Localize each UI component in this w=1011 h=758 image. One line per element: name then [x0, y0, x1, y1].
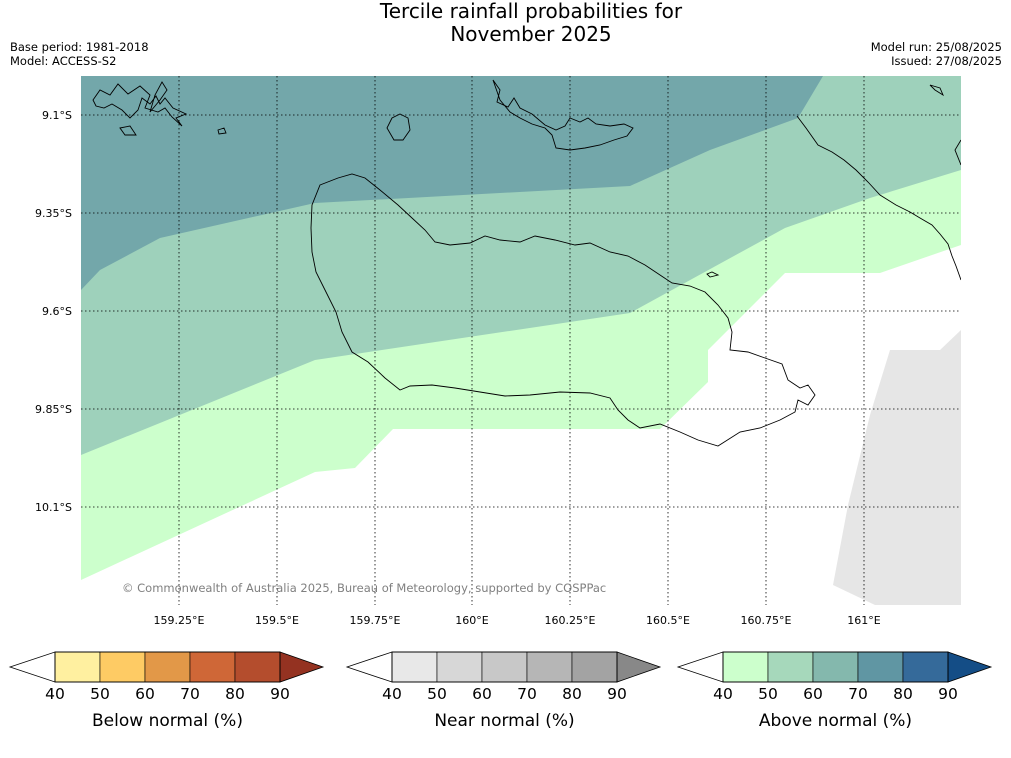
colorbar-under-triangle: [676, 651, 724, 683]
colorbar-tick-label: 90: [270, 685, 290, 703]
longitude-label: 159.75°E: [350, 614, 401, 627]
above-normal-60-zone: [81, 76, 823, 290]
colorbar-segment: [99, 651, 146, 683]
colorbar-over-triangle: [279, 651, 325, 683]
colorbar-segment: [189, 651, 236, 683]
title-line-2: November 2025: [450, 22, 612, 46]
colorbar-under-triangle: [345, 651, 393, 683]
latitude-label: 9.1°S: [42, 109, 72, 122]
gridlines: [81, 76, 961, 605]
colorbars: 40 50 60 70 80 90 Below normal (%) 40 50 60 70 80 90…: [8, 651, 993, 731]
coastline-island-small: [386, 113, 411, 141]
colorbar-near: 40 50 60 70 80 90 Near normal (%): [345, 651, 662, 731]
colorbar-above: 40 50 60 70 80 90 Above normal (%): [676, 651, 993, 731]
colorbar-tick-label: 50: [427, 685, 447, 703]
map-area: [81, 76, 961, 605]
colorbar-segment: [902, 651, 949, 683]
colorbar-tick-label: 50: [90, 685, 110, 703]
longitude-label: 161°E: [847, 614, 880, 627]
title-line-1: Tercile rainfall probabilities for: [379, 0, 683, 23]
colorbar-segment: [571, 651, 618, 683]
colorbar-label: Above normal (%): [759, 711, 912, 731]
colorbar-tick-label: 40: [382, 685, 402, 703]
model-name: Model: ACCESS-S2: [10, 54, 117, 68]
near-normal-40-zone: [833, 330, 961, 605]
colorbar-segment: [54, 651, 101, 683]
model-run: Model run: 25/08/2025: [870, 40, 1002, 54]
meta-left: Base period: 1981-2018 Model: ACCESS-S2: [10, 40, 149, 68]
colorbar-tick-label: 90: [938, 685, 958, 703]
base-period: Base period: 1981-2018: [10, 40, 149, 54]
longitude-label: 160°E: [455, 614, 488, 627]
map-title: Tercile rainfall probabilities for Novem…: [0, 0, 1011, 46]
colorbar-under-triangle: [8, 651, 56, 683]
colorbar-label: Below normal (%): [92, 711, 243, 731]
colorbar-over-triangle: [616, 651, 662, 683]
colorbar-tick-label: 70: [848, 685, 868, 703]
colorbar-over-triangle: [947, 651, 993, 683]
colorbar-segment: [436, 651, 483, 683]
coastlines: [92, 79, 961, 447]
colorbar-outline: [391, 651, 618, 683]
longitude-label: 159.25°E: [154, 614, 205, 627]
colorbar-tick-label: 40: [45, 685, 65, 703]
colorbar-tick-label: 60: [803, 685, 823, 703]
colorbar-tick-label: 70: [180, 685, 200, 703]
colorbar-tick-label: 90: [607, 685, 627, 703]
colorbar-tick-label: 80: [225, 685, 245, 703]
coastline-islet: [706, 271, 720, 278]
colorbar-tick-label: 50: [758, 685, 778, 703]
latitude-label: 10.1°S: [35, 501, 72, 514]
colorbar-tick-label: 70: [517, 685, 537, 703]
colorbar-label: Near normal (%): [434, 711, 574, 731]
colorbar-outline: [54, 651, 281, 683]
longitude-label: 160.75°E: [741, 614, 792, 627]
longitude-label: 160.25°E: [545, 614, 596, 627]
meta-right: Model run: 25/08/2025 Issued: 27/08/2025: [871, 40, 1002, 68]
latitude-labels: 9.1°S 9.35°S 9.6°S 9.85°S 10.1°S: [35, 109, 72, 514]
colorbar-tick-label: 40: [713, 685, 733, 703]
longitude-label: 160.5°E: [646, 614, 690, 627]
colorbar-tick-label: 80: [562, 685, 582, 703]
colorbar-segment: [391, 651, 438, 683]
colorbar-tick-label: 60: [472, 685, 492, 703]
latitude-label: 9.35°S: [35, 207, 72, 220]
colorbar-segment: [857, 651, 904, 683]
colorbar-segment: [234, 651, 281, 683]
colorbar-segment: [722, 651, 769, 683]
longitude-label: 159.5°E: [255, 614, 299, 627]
colorbar-segment: [144, 651, 191, 683]
coastline-florida-islands: [92, 81, 227, 136]
colorbar-below: 40 50 60 70 80 90 Below normal (%): [8, 651, 325, 731]
colorbar-segment: [526, 651, 573, 683]
latitude-label: 9.85°S: [35, 403, 72, 416]
colorbar-tick-label: 60: [135, 685, 155, 703]
coastline-guadalcanal: [310, 173, 816, 447]
coastline-malaita: [796, 84, 961, 281]
colorbar-segment: [481, 651, 528, 683]
issued-date: Issued: 27/08/2025: [891, 54, 1002, 68]
latitude-label: 9.6°S: [42, 305, 72, 318]
coastline-north-island: [492, 79, 634, 151]
longitude-labels: 159.25°E 159.5°E 159.75°E 160°E 160.25°E 160.…: [154, 614, 881, 627]
colorbar-tick-label: 80: [893, 685, 913, 703]
colorbar-segment: [767, 651, 814, 683]
colorbar-outline: [722, 651, 949, 683]
copyright-notice: © Commonwealth of Australia 2025, Bureau…: [122, 581, 606, 595]
colorbar-segment: [812, 651, 859, 683]
